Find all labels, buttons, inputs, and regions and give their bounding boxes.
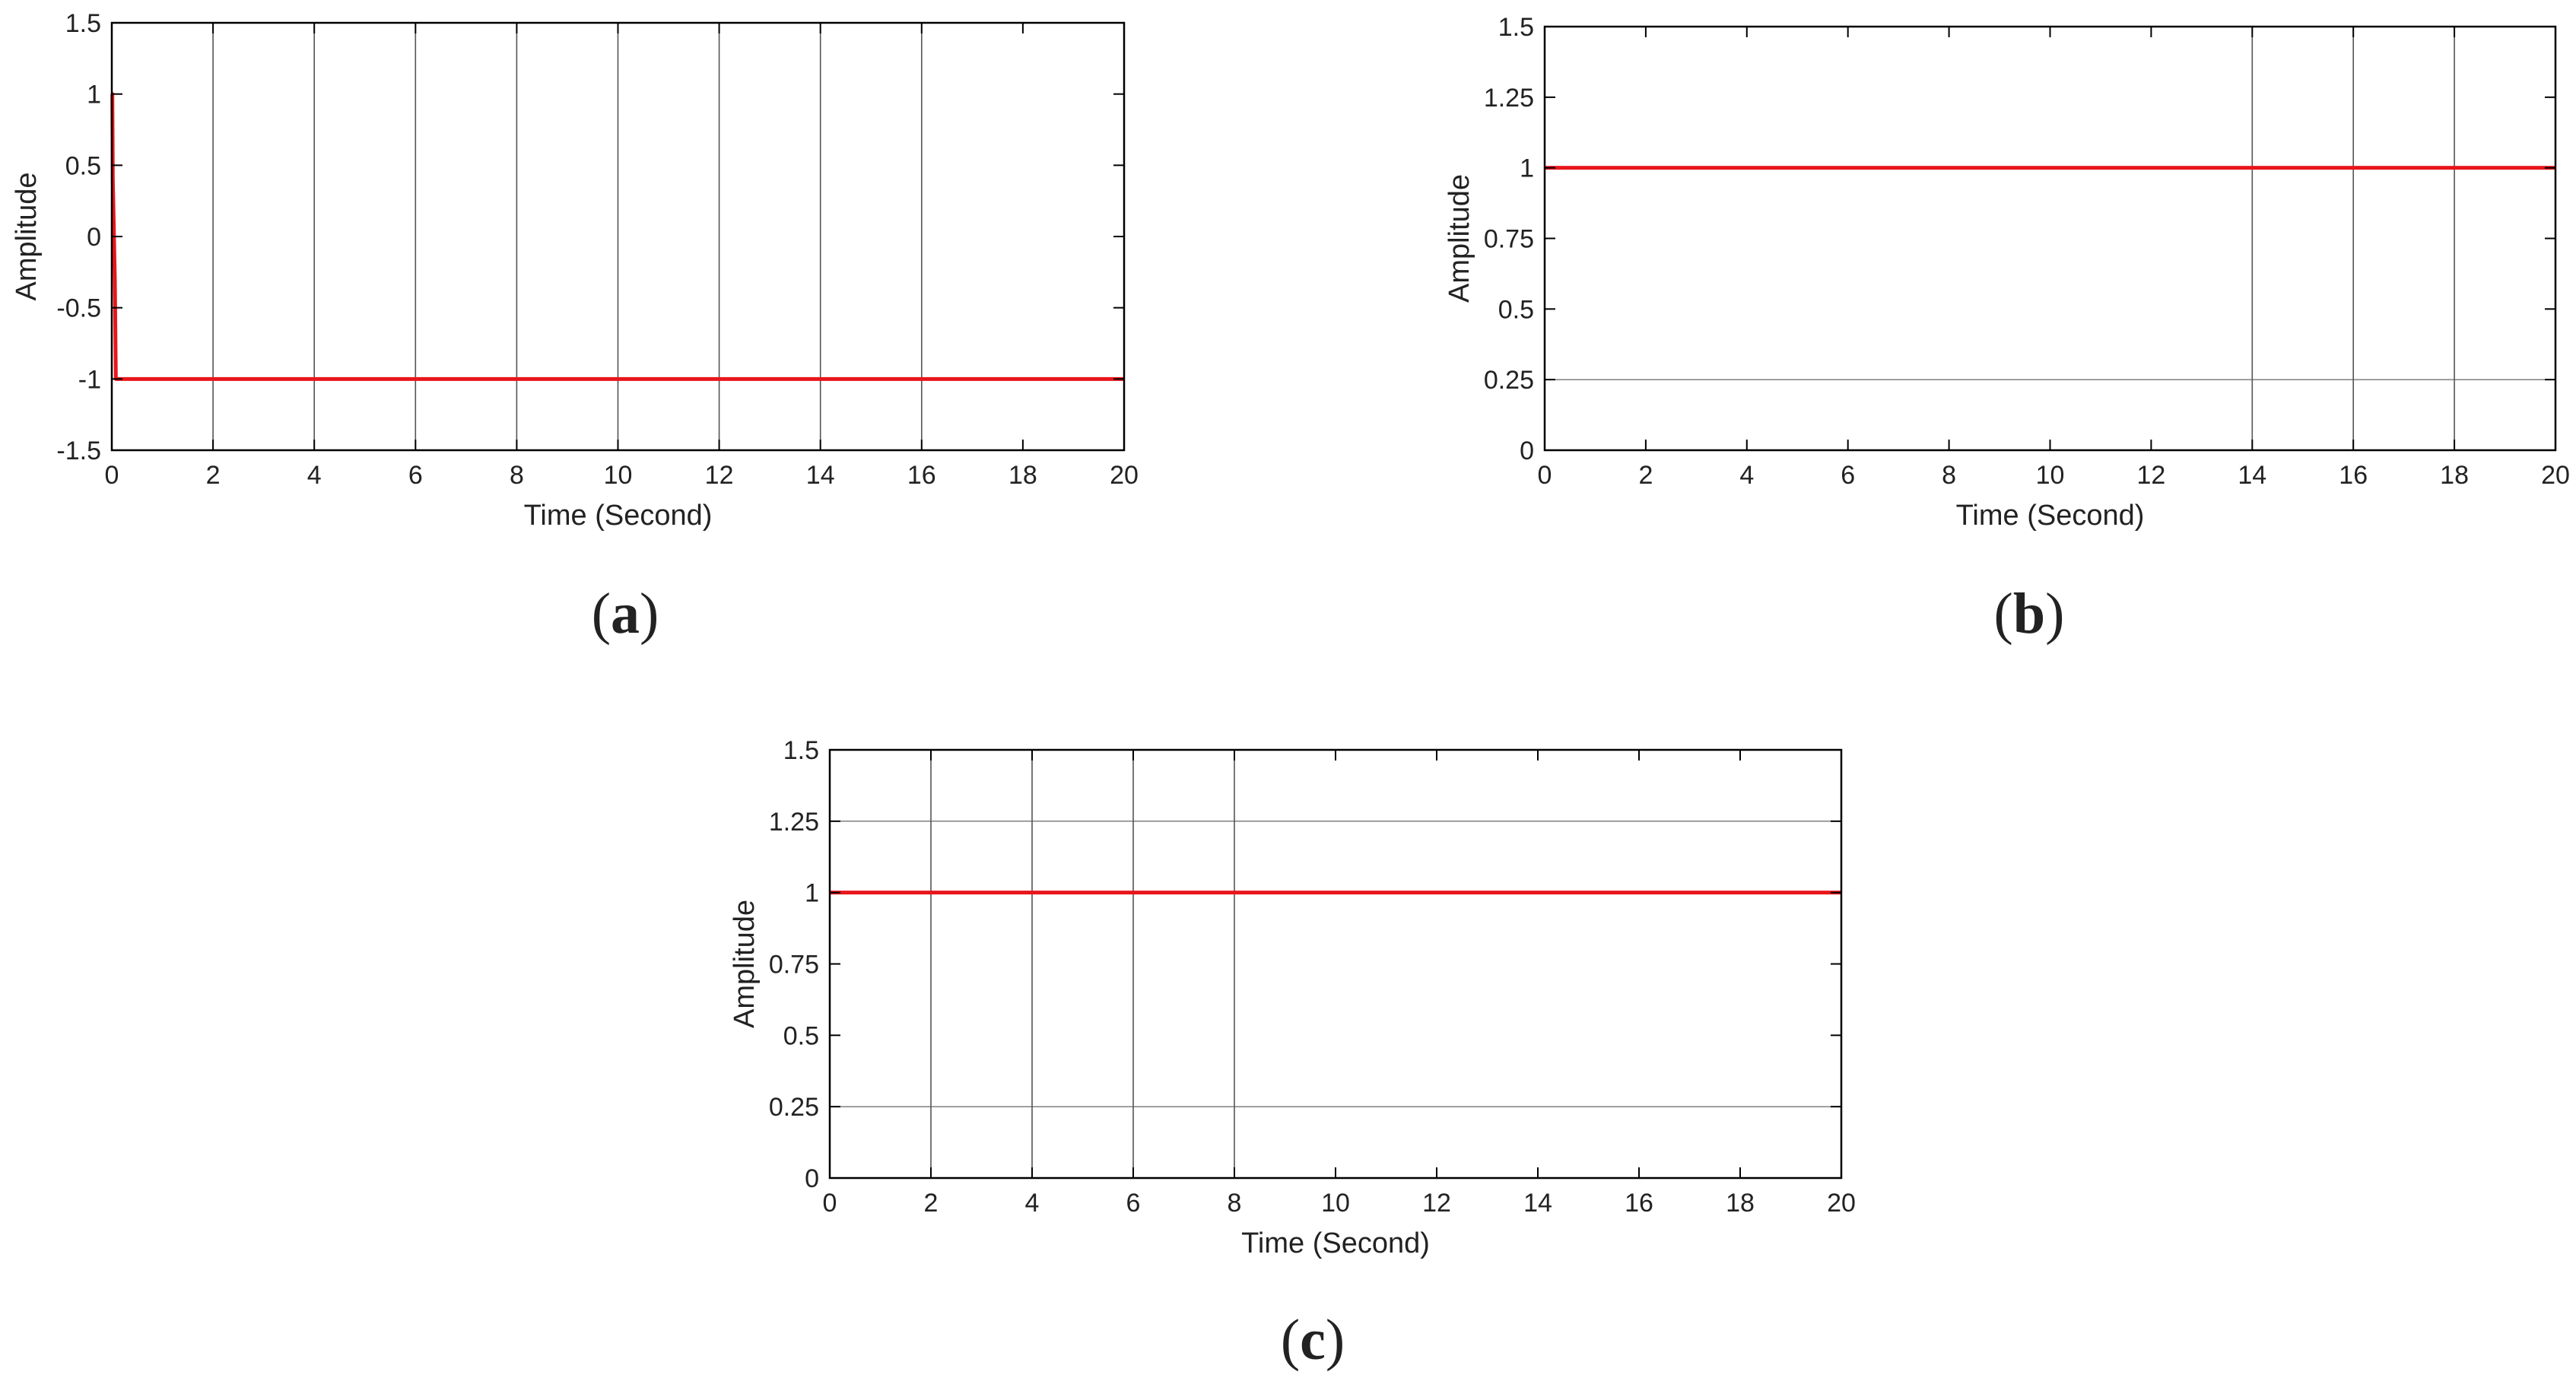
x-tick-label: 12 (1422, 1189, 1451, 1218)
x-axis-label: Time (Second) (1956, 500, 2145, 532)
x-tick-label: 0 (823, 1189, 837, 1218)
panel-letter: a (611, 582, 640, 646)
y-axis-label: Amplitude (1444, 174, 1475, 303)
x-tick-label: 2 (206, 461, 221, 490)
panel-label-b: (b) (1994, 582, 2065, 646)
x-tick-label: 16 (2339, 461, 2368, 490)
y-tick-label: 0 (1520, 437, 1534, 465)
x-tick-label: 18 (1726, 1189, 1755, 1218)
x-tick-label: 14 (806, 461, 835, 490)
y-tick-label: 0.5 (783, 1021, 819, 1050)
x-tick-label: 14 (2238, 461, 2266, 490)
x-tick-label: 4 (307, 461, 322, 490)
x-tick-label: 20 (1110, 461, 1139, 490)
ticks: 0 2 4 6 8 10 12 14 16 18 20 -1.5 -1 -0.5 0 0.5 1 1.5 (56, 9, 1139, 490)
y-tick-label: 1.5 (783, 736, 819, 765)
chart-panel-b: 0 2 4 6 8 10 12 14 16 18 20 0 0.25 0.5 0.75 1 1.25 1.5 Ti… (1444, 13, 2570, 646)
gridlines (1545, 27, 2555, 450)
x-tick-label: 2 (1638, 461, 1653, 490)
panel-label-a: (a) (592, 582, 659, 646)
x-tick-label: 10 (604, 461, 633, 490)
x-tick-label: 8 (510, 461, 524, 490)
y-tick-label: 0.25 (769, 1093, 819, 1122)
chart-panel-c: 0 2 4 6 8 10 12 14 16 18 20 0 0.25 0.5 0.75 1 1.25 1.5 Ti… (729, 736, 1856, 1372)
y-tick-label: -0.5 (56, 294, 101, 323)
x-tick-label: 20 (1827, 1189, 1856, 1218)
x-tick-label: 10 (2036, 461, 2065, 490)
plot-frame (828, 748, 1843, 1180)
y-tick-label: 0.5 (65, 151, 101, 180)
x-tick-label: 6 (1126, 1189, 1141, 1218)
x-tick-label: 2 (924, 1189, 939, 1218)
y-tick-label: 1.25 (769, 808, 819, 837)
x-tick-label: 18 (2440, 461, 2469, 490)
x-axis-label: Time (Second) (524, 500, 713, 532)
gridlines (830, 750, 1841, 1178)
x-tick-label: 12 (2136, 461, 2165, 490)
y-tick-label: -1 (78, 365, 101, 394)
y-tick-label: 0.25 (1484, 366, 1534, 395)
ticks: 0 2 4 6 8 10 12 14 16 18 20 0 0.25 0.5 0.75 1 1.25 1.5 (1484, 13, 2570, 490)
y-tick-label: 0 (805, 1164, 819, 1193)
panel-letter: c (1300, 1308, 1326, 1372)
x-tick-label: 0 (105, 461, 119, 490)
x-tick-label: 4 (1025, 1189, 1040, 1218)
x-tick-label: 6 (1841, 461, 1855, 490)
plot-frame (1543, 25, 2557, 452)
x-tick-label: 8 (1228, 1189, 1242, 1218)
y-tick-label: 1 (805, 879, 819, 908)
x-tick-label: 10 (1321, 1189, 1350, 1218)
x-tick-label: 0 (1538, 461, 1552, 490)
panel-letter: b (2013, 582, 2045, 646)
x-tick-label: 20 (2541, 461, 2570, 490)
x-tick-label: 18 (1008, 461, 1037, 490)
y-tick-label: 1.5 (1498, 13, 1534, 42)
x-tick-label: 14 (1523, 1189, 1552, 1218)
x-axis-label: Time (Second) (1241, 1227, 1430, 1259)
y-tick-label: 1.5 (65, 9, 101, 38)
y-tick-label: 0 (87, 223, 101, 252)
panel-label-c: (c) (1281, 1308, 1345, 1372)
y-tick-label: 0.5 (1498, 295, 1534, 324)
y-tick-label: 1 (1520, 154, 1534, 183)
y-tick-label: 0.75 (1484, 225, 1534, 254)
x-tick-label: 8 (1942, 461, 1956, 490)
y-tick-label: -1.5 (56, 437, 101, 465)
x-tick-label: 16 (907, 461, 936, 490)
x-tick-label: 12 (705, 461, 734, 490)
ticks: 0 2 4 6 8 10 12 14 16 18 20 0 0.25 0.5 0.75 1 1.25 1.5 (769, 736, 1856, 1218)
y-tick-label: 1 (87, 81, 101, 110)
y-tick-label: 0.75 (769, 951, 819, 980)
y-tick-label: 1.25 (1484, 84, 1534, 113)
gridlines (212, 23, 923, 450)
x-tick-label: 4 (1739, 461, 1754, 490)
y-axis-label: Amplitude (11, 173, 43, 301)
chart-panel-a: 0 2 4 6 8 10 12 14 16 18 20 -1.5 -1 -0.5 0 0.5 1 1.5 Time… (11, 9, 1139, 646)
x-tick-label: 16 (1625, 1189, 1653, 1218)
y-axis-label: Amplitude (729, 900, 761, 1028)
x-tick-label: 6 (408, 461, 423, 490)
